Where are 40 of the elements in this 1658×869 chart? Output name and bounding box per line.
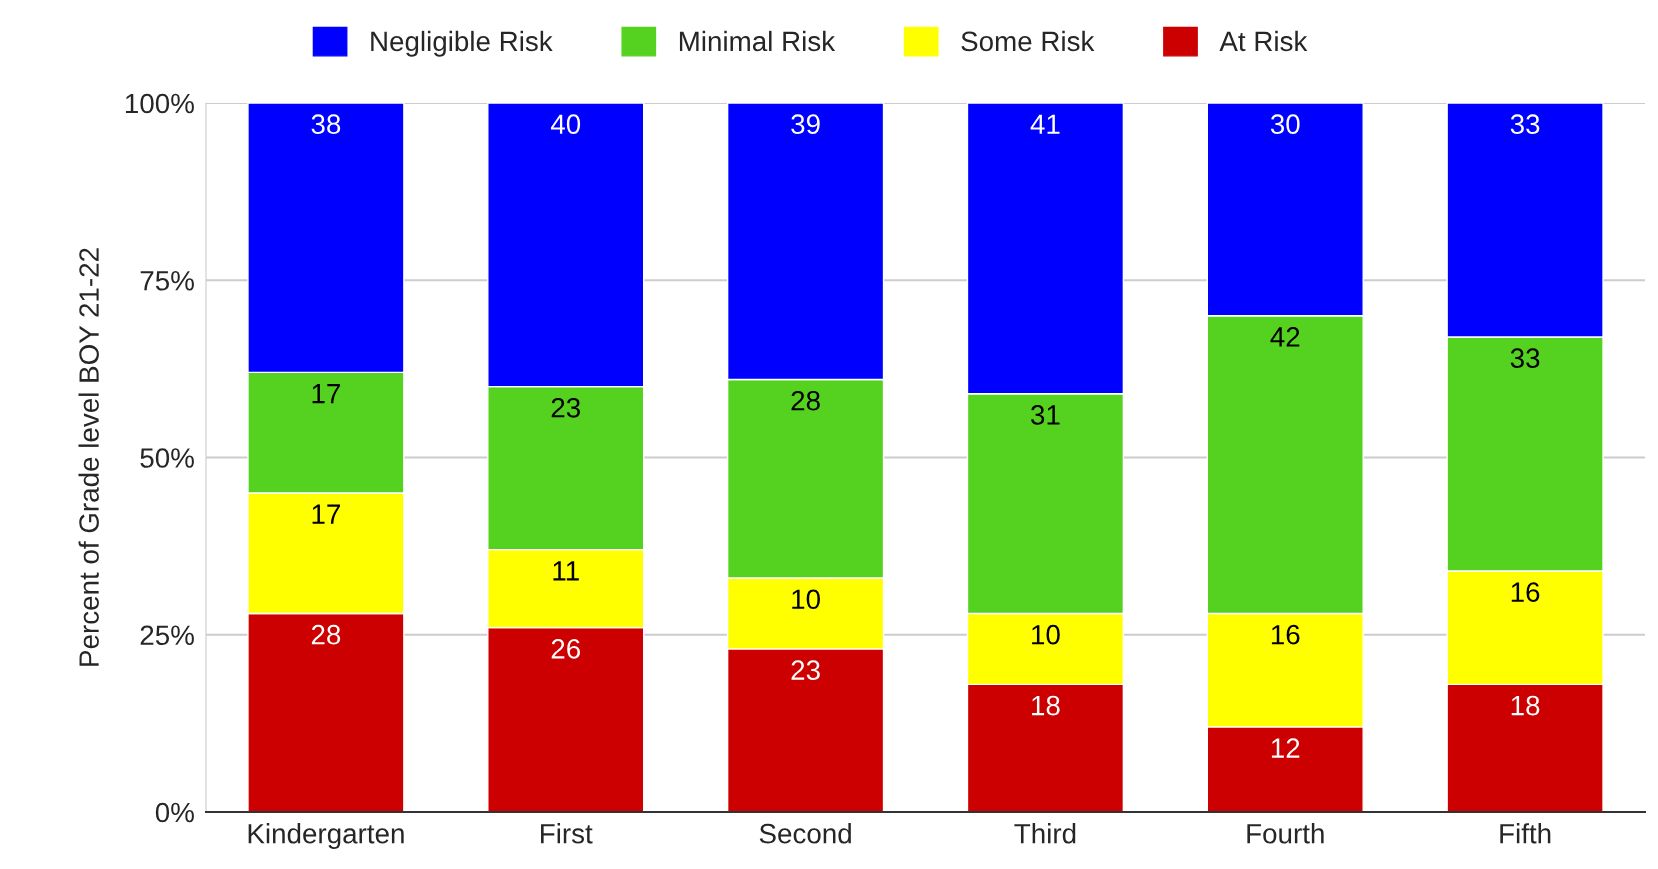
data-label: 17	[312, 384, 340, 404]
y-tick-label: 100%	[125, 93, 194, 114]
data-label: 26	[551, 639, 580, 659]
legend-label: Some Risk	[961, 30, 1095, 52]
legend-label: Negligible Risk	[371, 30, 553, 57]
data-label: 16	[1271, 624, 1300, 645]
data-label: 38	[311, 114, 341, 135]
y-axis-title: Percent of Grade level BOY 21-22	[78, 248, 99, 666]
data-label: 33	[1510, 114, 1540, 135]
data-label: 33	[1510, 348, 1540, 369]
data-label: 12	[1271, 738, 1300, 758]
data-label: 10	[1032, 624, 1060, 645]
x-tick-label: Kindergarten	[248, 823, 404, 850]
legend-label: At Risk	[1219, 30, 1308, 52]
data-label: 42	[1270, 327, 1300, 347]
data-label: 30	[1270, 114, 1300, 135]
data-label: 31	[1031, 405, 1060, 425]
data-label: 10	[792, 589, 820, 610]
data-label: 39	[791, 114, 820, 135]
x-tick-label: Second	[759, 823, 851, 844]
data-label: 11	[553, 561, 579, 581]
data-label: 17	[312, 504, 340, 524]
data-label: 28	[311, 624, 341, 645]
data-label: 23	[791, 660, 820, 680]
y-tick-label: 0%	[155, 802, 194, 823]
legend-label: Minimal Risk	[679, 30, 836, 52]
data-label: 28	[791, 390, 820, 411]
x-tick-label: Fifth	[1500, 823, 1551, 844]
x-tick-label: Third	[1014, 823, 1076, 844]
y-tick-label: 75%	[140, 271, 194, 291]
x-tick-label: Fourth	[1247, 823, 1324, 844]
data-label: 16	[1511, 582, 1540, 602]
data-label: 23	[551, 397, 580, 418]
x-tick-label: First	[541, 823, 593, 844]
data-label: 18	[1032, 695, 1060, 716]
data-label: 18	[1511, 695, 1540, 716]
data-label: 41	[1030, 114, 1060, 134]
data-label: 40	[550, 114, 581, 135]
y-tick-label: 50%	[140, 448, 194, 468]
y-tick-label: 25%	[140, 625, 194, 646]
